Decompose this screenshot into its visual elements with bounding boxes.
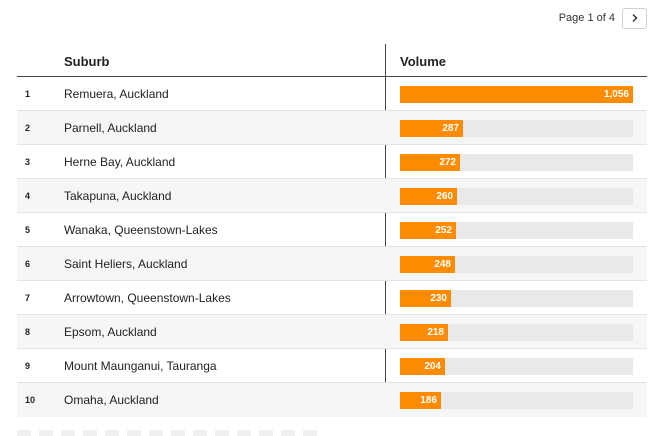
volume-bar: 1,056 xyxy=(400,86,633,103)
volume-bar-track: 272 xyxy=(400,154,633,171)
column-header-volume[interactable]: Volume xyxy=(400,54,446,69)
suburb-label: Epsom, Auckland xyxy=(64,325,157,339)
table-row: 1 Remuera, Auckland 1,056 xyxy=(17,77,647,111)
volume-bar: 230 xyxy=(400,290,451,307)
column-divider xyxy=(385,44,386,416)
suburb-label: Parnell, Auckland xyxy=(64,121,157,135)
volume-bar-track: 260 xyxy=(400,188,633,205)
volume-value-label: 186 xyxy=(420,395,437,406)
suburb-label: Herne Bay, Auckland xyxy=(64,155,176,169)
column-header-suburb[interactable]: Suburb xyxy=(64,54,110,69)
suburb-label: Arrowtown, Queenstown-Lakes xyxy=(64,291,231,305)
footer-cutoff-text xyxy=(17,430,317,436)
volume-bar: 204 xyxy=(400,358,445,375)
rank-label: 6 xyxy=(25,259,31,269)
volume-bar-track: 248 xyxy=(400,256,633,273)
volume-bar-track: 287 xyxy=(400,120,633,137)
volume-bar: 186 xyxy=(400,392,441,409)
suburb-label: Wanaka, Queenstown-Lakes xyxy=(64,223,218,237)
pagination: Page 1 of 4 xyxy=(559,7,647,29)
volume-value-label: 248 xyxy=(434,259,451,270)
table-body: 1 Remuera, Auckland 1,056 2 Parnell, Aucklan… xyxy=(17,44,647,417)
suburb-label: Mount Maunganui, Tauranga xyxy=(64,359,217,373)
volume-value-label: 272 xyxy=(439,157,456,168)
rank-label: 5 xyxy=(25,225,31,235)
table-row: 5 Wanaka, Queenstown-Lakes 252 xyxy=(17,213,647,247)
volume-value-label: 260 xyxy=(436,191,453,202)
suburb-label: Saint Heliers, Auckland xyxy=(64,257,188,271)
next-page-button[interactable] xyxy=(622,7,647,29)
volume-bar-track: 186 xyxy=(400,392,633,409)
table-row: 8 Epsom, Auckland 218 xyxy=(17,315,647,349)
suburb-label: Remuera, Auckland xyxy=(64,87,169,101)
table-row: 3 Herne Bay, Auckland 272 xyxy=(17,145,647,179)
volume-bar-track: 1,056 xyxy=(400,86,633,103)
volume-value-label: 1,056 xyxy=(603,89,629,100)
volume-bar: 248 xyxy=(400,256,455,273)
rank-label: 10 xyxy=(25,395,36,405)
volume-bar: 287 xyxy=(400,120,463,137)
table-header: Suburb Volume xyxy=(17,43,647,77)
volume-bar: 252 xyxy=(400,222,456,239)
suburb-label: Takapuna, Auckland xyxy=(64,189,172,203)
rank-label: 8 xyxy=(25,327,31,337)
volume-value-label: 287 xyxy=(442,123,459,134)
volume-bar-track: 218 xyxy=(400,324,633,341)
rank-label: 7 xyxy=(25,293,31,303)
table-row: 4 Takapuna, Auckland 260 xyxy=(17,179,647,213)
suburb-label: Omaha, Auckland xyxy=(64,393,159,407)
volume-bar-track: 204 xyxy=(400,358,633,375)
rank-label: 3 xyxy=(25,157,31,167)
rank-label: 4 xyxy=(25,191,31,201)
volume-value-label: 252 xyxy=(435,225,452,236)
rank-label: 2 xyxy=(25,123,31,133)
page-indicator: Page 1 of 4 xyxy=(558,12,615,24)
volume-bar: 260 xyxy=(400,188,457,205)
table-row: 10 Omaha, Auckland 186 xyxy=(17,383,647,417)
volume-value-label: 230 xyxy=(430,293,447,304)
table-row: 2 Parnell, Auckland 287 xyxy=(17,111,647,145)
volume-bar: 218 xyxy=(400,324,448,341)
table-row: 9 Mount Maunganui, Tauranga 204 xyxy=(17,349,647,383)
rank-label: 1 xyxy=(25,89,31,99)
suburb-volume-table: Suburb Volume 1 Remuera, Auckland 1,056 2 Pa… xyxy=(17,43,647,417)
volume-bar: 272 xyxy=(400,154,460,171)
table-row: 7 Arrowtown, Queenstown-Lakes 230 xyxy=(17,281,647,315)
rank-label: 9 xyxy=(25,361,31,371)
volume-bar-track: 230 xyxy=(400,290,633,307)
chevron-right-icon xyxy=(631,13,638,23)
table-row: 6 Saint Heliers, Auckland 248 xyxy=(17,247,647,281)
volume-value-label: 218 xyxy=(427,327,444,338)
volume-value-label: 204 xyxy=(424,361,441,372)
volume-bar-track: 252 xyxy=(400,222,633,239)
